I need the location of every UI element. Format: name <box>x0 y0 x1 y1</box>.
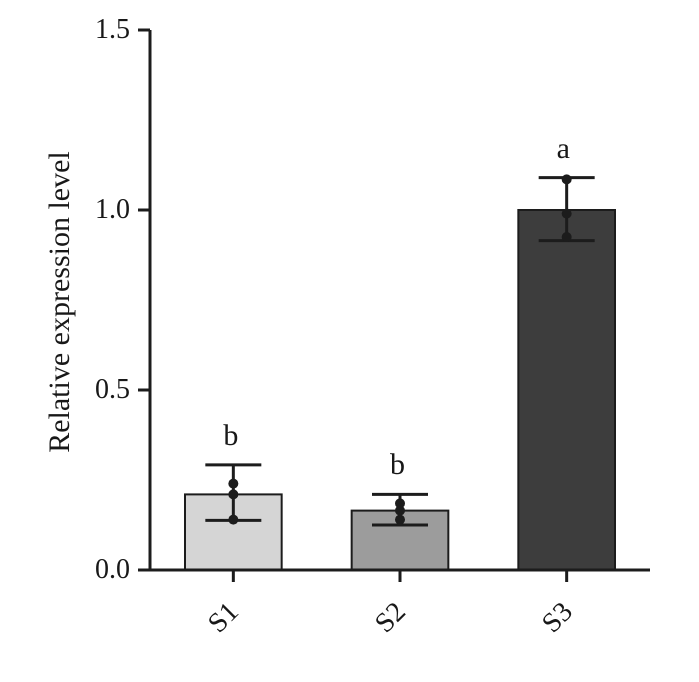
significance-label: b <box>390 448 405 482</box>
significance-label: b <box>223 419 238 453</box>
y-axis-label: Relative expression level <box>43 32 77 572</box>
y-tick-label: 1.0 <box>95 194 130 226</box>
scatter-point <box>395 515 405 525</box>
scatter-point <box>395 498 405 508</box>
y-tick-label: 1.5 <box>95 14 130 46</box>
scatter-point <box>562 209 572 219</box>
significance-label: a <box>557 132 570 166</box>
bar <box>518 210 615 570</box>
scatter-point <box>228 489 238 499</box>
chart-container: Relative expression level 0.00.51.01.5S1… <box>0 0 699 682</box>
scatter-point <box>228 479 238 489</box>
y-tick-label: 0.5 <box>95 374 130 406</box>
scatter-point <box>228 515 238 525</box>
scatter-point <box>562 174 572 184</box>
y-tick-label: 0.0 <box>95 554 130 586</box>
scatter-point <box>562 232 572 242</box>
